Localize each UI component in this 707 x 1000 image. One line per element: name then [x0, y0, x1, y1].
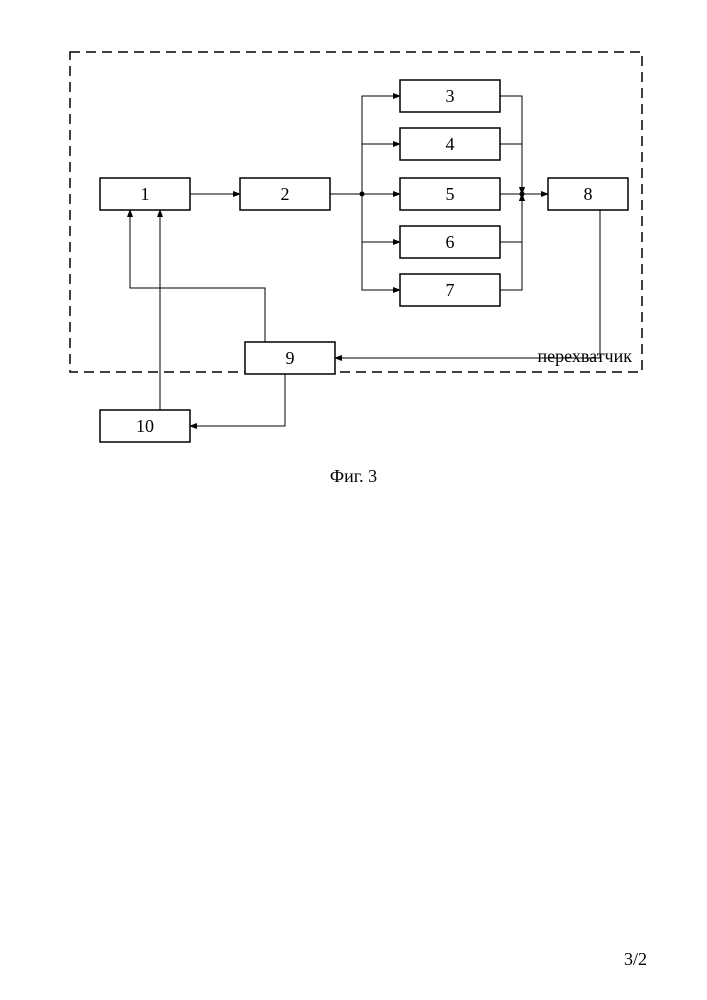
- diagram-svg: перехватчик 1 2 3 4 5 6 7 8 9 10: [0, 0, 707, 1000]
- node-label-n7: 7: [446, 280, 455, 300]
- boundary-label: перехватчик: [538, 346, 633, 366]
- edge-n3-n8: [500, 96, 522, 194]
- node-label-n9: 9: [286, 348, 295, 368]
- edge-n9-n10: [190, 374, 285, 426]
- node-label-n8: 8: [584, 184, 593, 204]
- node-label-n2: 2: [281, 184, 290, 204]
- node-label-n10: 10: [136, 416, 154, 436]
- diagram-page: перехватчик 1 2 3 4 5 6 7 8 9 10 Фиг. 3 3/2: [0, 0, 707, 1000]
- page-number: 3/2: [624, 949, 647, 970]
- edge-n2-n6: [362, 194, 400, 242]
- node-label-n6: 6: [446, 232, 455, 252]
- edge-n2-n4: [362, 144, 400, 194]
- figure-caption: Фиг. 3: [0, 466, 707, 487]
- junction-dot: [360, 192, 365, 197]
- boundary-box: [70, 52, 642, 372]
- edge-n6-n8: [500, 194, 522, 242]
- edge-n4-n8: [500, 144, 522, 194]
- edge-n9-n1a: [130, 210, 265, 342]
- junction-dot: [520, 192, 525, 197]
- node-label-n5: 5: [446, 184, 455, 204]
- edge-n2-n3: [362, 96, 400, 194]
- node-label-n1: 1: [141, 184, 150, 204]
- node-label-n3: 3: [446, 86, 455, 106]
- node-label-n4: 4: [446, 134, 455, 154]
